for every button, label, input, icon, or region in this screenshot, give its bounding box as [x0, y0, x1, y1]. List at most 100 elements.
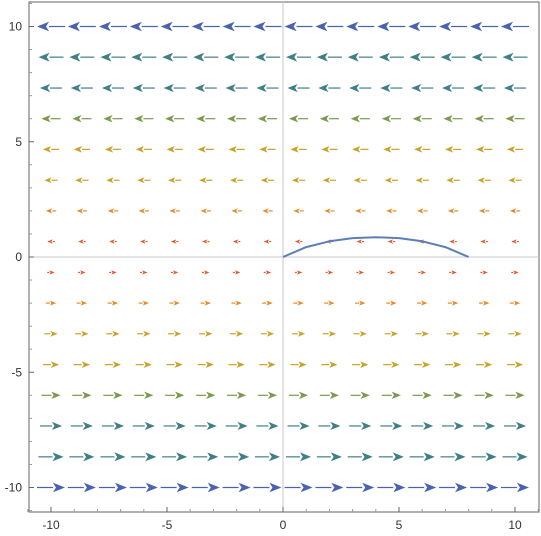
vector-arrow	[41, 115, 61, 123]
vector-arrow-head	[330, 421, 341, 431]
vector-arrow-head	[143, 361, 152, 368]
vector-arrow	[100, 452, 126, 462]
vector-arrow-head	[318, 83, 329, 93]
vector-arrow	[441, 83, 465, 93]
vector-arrow	[383, 146, 400, 153]
vector-arrow	[231, 208, 242, 214]
vector-arrow	[73, 146, 90, 153]
vector-arrow	[259, 146, 276, 153]
vector-arrow-head	[163, 83, 174, 93]
vector-arrow-head	[175, 421, 186, 431]
vector-arrow-head	[82, 421, 93, 431]
vector-arrow	[42, 146, 60, 153]
vector-arrow	[503, 421, 527, 431]
vector-arrow	[134, 115, 154, 123]
vector-arrow-head	[225, 83, 236, 93]
vector-arrow	[415, 177, 429, 184]
vector-arrow-head	[294, 239, 301, 244]
vector-arrow-head	[194, 83, 205, 93]
vector-arrow-head	[350, 115, 360, 123]
vector-arrow	[315, 21, 344, 32]
vector-arrow	[505, 391, 525, 399]
vector-arrow-head	[227, 115, 237, 123]
vector-arrow	[286, 52, 312, 62]
vector-arrow-head	[514, 361, 524, 368]
vector-arrow-head	[470, 21, 483, 32]
y-tick-label: 5	[15, 135, 22, 149]
y-tick-label: -5	[11, 365, 22, 379]
y-tick-label: 0	[15, 250, 22, 264]
vector-arrow	[350, 391, 370, 399]
vector-arrow	[443, 115, 463, 123]
vector-arrow	[287, 421, 310, 431]
vector-arrow	[202, 239, 210, 244]
vector-arrow-head	[378, 52, 390, 62]
vector-arrow	[502, 452, 528, 462]
vector-arrow	[193, 52, 219, 62]
vector-arrow-head	[421, 330, 429, 337]
vector-arrow-head	[144, 391, 154, 399]
vector-arrow-head	[513, 300, 521, 306]
vector-arrow-head	[440, 52, 452, 62]
vector-arrow-head	[316, 52, 328, 62]
vector-arrow-head	[328, 300, 335, 306]
vector-arrow-head	[266, 330, 275, 337]
vector-arrow-head	[134, 115, 144, 123]
vector-arrow-head	[471, 52, 483, 62]
vector-arrow-head	[476, 146, 485, 153]
vector-arrow	[501, 482, 529, 493]
vector-arrow-head	[423, 421, 434, 431]
vector-arrow	[470, 21, 499, 32]
vector-arrow-head	[113, 391, 123, 399]
y-tick-label: 10	[9, 20, 23, 34]
vector-arrow	[191, 21, 220, 32]
vector-arrow	[256, 83, 279, 93]
vector-arrow-head	[112, 330, 120, 337]
vector-arrow	[103, 391, 123, 399]
vector-arrow	[409, 452, 435, 462]
vector-arrow	[349, 421, 372, 431]
vector-arrow	[321, 361, 338, 368]
vector-arrow-head	[447, 208, 455, 214]
vector-arrow-head	[204, 270, 210, 275]
vector-arrow-head	[80, 300, 88, 306]
vector-arrow-head	[422, 361, 431, 368]
vector-arrow	[418, 270, 426, 275]
vector-arrow	[293, 208, 304, 214]
vector-arrow-head	[514, 330, 522, 337]
vector-arrow-head	[169, 208, 176, 214]
vector-arrow	[224, 52, 250, 62]
vector-arrow	[170, 270, 179, 275]
vector-arrow-head	[114, 452, 126, 462]
vector-arrow	[196, 391, 216, 399]
vector-arrow	[109, 270, 117, 275]
vector-arrow-head	[235, 300, 242, 306]
vector-arrow	[224, 452, 250, 462]
vector-arrow	[263, 239, 272, 244]
vector-arrow	[380, 83, 403, 93]
vector-arrow	[169, 300, 180, 306]
vector-arrow-head	[257, 115, 268, 123]
vector-arrow-head	[328, 330, 337, 337]
vector-arrow	[200, 300, 211, 306]
vector-arrow-head	[417, 208, 424, 214]
vector-arrow-head	[392, 452, 404, 462]
vector-arrow-head	[72, 115, 82, 123]
vector-arrow	[386, 300, 397, 306]
vector-arrow	[509, 208, 521, 214]
vector-arrow	[38, 52, 64, 62]
vector-arrow	[440, 452, 466, 462]
vector-arrow-head	[353, 177, 361, 184]
vector-arrow	[131, 52, 157, 62]
vector-arrow-head	[423, 452, 435, 462]
vector-arrow	[386, 208, 397, 214]
vector-arrow-head	[76, 208, 84, 214]
vector-arrow	[44, 177, 58, 184]
vector-arrow	[101, 83, 125, 93]
vector-arrow-head	[408, 21, 421, 32]
vector-arrow-head	[205, 361, 214, 368]
vector-arrow-head	[347, 52, 359, 62]
vector-arrow	[380, 421, 403, 431]
vector-arrow	[75, 330, 89, 337]
vector-arrow	[511, 239, 519, 244]
